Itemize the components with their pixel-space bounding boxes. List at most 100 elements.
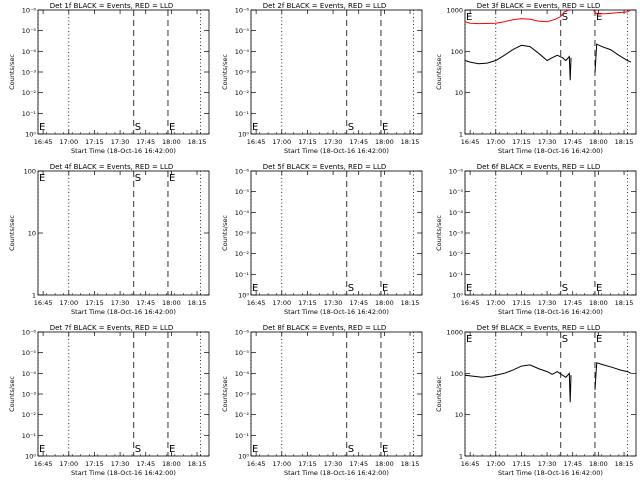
x-tick-label: 17:45 — [136, 460, 155, 468]
y-tick-label: 10 — [455, 89, 463, 97]
y-tick-label: 10⁻¹ — [235, 271, 250, 279]
marker-label: E — [252, 444, 258, 455]
x-tick-label: 17:15 — [298, 138, 317, 146]
x-tick-label: 18:00 — [162, 460, 181, 468]
x-tick-label: 16:45 — [247, 138, 266, 146]
x-tick-label: 17:45 — [349, 299, 368, 307]
marker-label: E — [39, 122, 45, 133]
x-tick-label: 18:00 — [589, 138, 608, 146]
panel-title: Det 7f BLACK = Events, RED = LLD — [50, 324, 173, 332]
y-tick-label: 10⁻⁵ — [22, 349, 37, 357]
x-tick-label: 18:15 — [615, 299, 634, 307]
x-tick-label: 18:15 — [615, 460, 634, 468]
lld-series-line — [464, 9, 570, 25]
y-axis-label: Counts/sec — [8, 376, 16, 412]
y-tick-label: 1000 — [446, 329, 463, 337]
marker-label: E — [382, 122, 388, 133]
y-tick-label: 10⁻² — [235, 411, 250, 419]
y-tick-label: 100 — [451, 48, 463, 56]
x-axis-label: Start Time (18-Oct-16 16:42:00) — [498, 308, 603, 316]
y-tick-label: 10⁻⁵ — [235, 27, 250, 35]
plot-frame — [250, 9, 423, 135]
x-tick-label: 16:45 — [34, 460, 53, 468]
y-tick-label: 10⁻¹ — [449, 271, 464, 279]
x-tick-label: 17:30 — [324, 299, 343, 307]
y-tick-label: 100 — [451, 370, 463, 378]
plot-frame — [464, 331, 637, 457]
y-tick-label: 10⁻² — [449, 250, 464, 258]
x-axis-label: Start Time (18-Oct-16 16:42:00) — [71, 147, 176, 155]
panel-title: Det 6f BLACK = Events, RED = LLD — [477, 163, 600, 171]
x-tick-label: 17:30 — [538, 460, 557, 468]
panel-title: Det 1f BLACK = Events, RED = LLD — [50, 2, 173, 10]
panel-title: Det 4f BLACK = Events, RED = LLD — [50, 163, 173, 171]
x-tick-label: 18:15 — [401, 460, 420, 468]
y-tick-label: 10⁻⁶ — [235, 168, 250, 176]
y-tick-label: 1 — [459, 453, 463, 461]
x-tick-label: 17:00 — [486, 138, 505, 146]
x-tick-label: 17:00 — [272, 460, 291, 468]
x-tick-label: 17:30 — [538, 299, 557, 307]
y-tick-label: 10⁻² — [22, 89, 37, 97]
marker-label: E — [382, 283, 388, 294]
marker-label: E — [252, 122, 258, 133]
marker-label: E — [596, 283, 602, 294]
x-axis-label: Start Time (18-Oct-16 16:42:00) — [71, 308, 176, 316]
x-tick-label: 17:30 — [324, 138, 343, 146]
y-tick-label: 10⁻¹ — [235, 432, 250, 440]
detector-panel: Det 1f BLACK = Events, RED = LLD Counts/s… — [8, 2, 210, 155]
x-tick-label: 18:00 — [375, 299, 394, 307]
events-series-line — [594, 43, 632, 73]
marker-label: E — [252, 283, 258, 294]
x-tick-label: 17:15 — [85, 460, 104, 468]
marker-label: E — [169, 444, 175, 455]
y-tick-label: 10⁻⁵ — [22, 27, 37, 35]
y-tick-label: 1 — [459, 131, 463, 139]
y-tick-label: 10⁻⁴ — [235, 370, 250, 378]
y-axis-label: Counts/sec — [435, 376, 443, 412]
y-tick-label: 10⁻⁵ — [235, 349, 250, 357]
marker-label: S — [348, 283, 354, 294]
y-tick-label: 10⁻⁶ — [22, 329, 37, 337]
x-tick-label: 18:15 — [615, 138, 634, 146]
marker-label: E — [169, 173, 175, 184]
y-tick-label: 10⁻⁵ — [449, 188, 464, 196]
detector-panel: Det 6f BLACK = Events, RED = LLD Counts/s… — [435, 163, 637, 316]
y-tick-label: 10⁻⁶ — [22, 7, 37, 15]
y-tick-label: 10⁻⁵ — [235, 188, 250, 196]
y-tick-label: 10⁰ — [238, 453, 249, 461]
x-tick-label: 17:00 — [272, 299, 291, 307]
detector-panel: Det 9f BLACK = Events, RED = LLD Counts/s… — [435, 324, 637, 477]
y-tick-label: 10⁻² — [235, 89, 250, 97]
x-tick-label: 16:45 — [247, 299, 266, 307]
x-tick-label: 16:45 — [461, 138, 480, 146]
x-tick-label: 17:00 — [486, 299, 505, 307]
plot-frame — [37, 170, 210, 296]
y-axis-label: Counts/sec — [221, 215, 229, 251]
x-tick-label: 17:00 — [486, 460, 505, 468]
panel-title: Det 5f BLACK = Events, RED = LLD — [263, 163, 386, 171]
y-tick-label: 1 — [32, 292, 36, 300]
y-tick-label: 10⁰ — [238, 292, 249, 300]
x-tick-label: 17:15 — [512, 138, 531, 146]
detector-panel: Det 3f BLACK = Events, RED = LLD Counts/s… — [435, 2, 637, 155]
y-tick-label: 10⁻⁴ — [235, 209, 250, 217]
marker-label: S — [562, 283, 568, 294]
x-axis-label: Start Time (18-Oct-16 16:42:00) — [71, 469, 176, 477]
x-tick-label: 17:00 — [59, 138, 78, 146]
y-tick-label: 10⁻¹ — [22, 432, 37, 440]
x-tick-label: 18:15 — [401, 138, 420, 146]
y-tick-label: 10⁻³ — [235, 69, 250, 77]
y-tick-label: 10⁰ — [452, 292, 463, 300]
y-tick-label: 10⁰ — [25, 453, 36, 461]
y-tick-label: 10⁻⁴ — [22, 370, 37, 378]
plot-frame — [464, 170, 637, 296]
x-tick-label: 16:45 — [34, 299, 53, 307]
y-tick-label: 10⁻³ — [235, 391, 250, 399]
y-tick-label: 10⁻³ — [235, 230, 250, 238]
x-tick-label: 18:15 — [188, 460, 207, 468]
x-tick-label: 17:45 — [136, 299, 155, 307]
y-tick-label: 1000 — [446, 7, 463, 15]
y-tick-label: 10⁻³ — [449, 230, 464, 238]
x-axis-label: Start Time (18-Oct-16 16:42:00) — [284, 469, 389, 477]
